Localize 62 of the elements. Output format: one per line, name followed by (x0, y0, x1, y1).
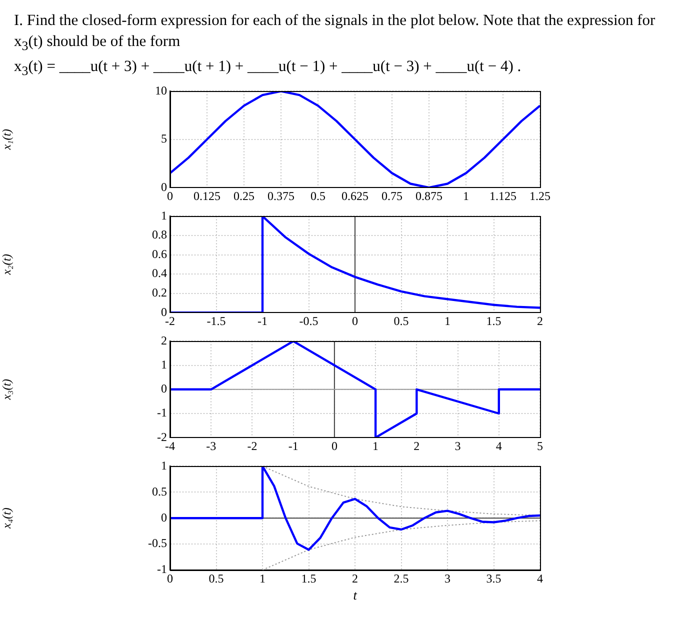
x-tick-label: 2.5 (394, 572, 409, 586)
x-tick-label: 0.125 (194, 189, 220, 204)
y-tick-label: 0 (161, 510, 167, 524)
x-tick-label: -4 (165, 439, 175, 454)
x-axis-title: t (353, 588, 358, 603)
y-tick-label: -0.5 (148, 536, 167, 550)
x-tick-label: 2 (537, 314, 543, 328)
x-tick-label: 1.25 (530, 189, 550, 204)
x-tick-label: -0.5 (299, 314, 318, 328)
x-tick-label: 3 (444, 572, 450, 586)
x-tick-label: 3 (454, 439, 461, 454)
x-tick-label: 0.875 (416, 189, 442, 204)
x-tick-label: 1 (463, 189, 469, 204)
y-axis-title: x₂(t) (0, 254, 14, 276)
y-tick-label: 10 (155, 84, 167, 98)
x-tick-label: -2 (247, 439, 258, 454)
y-tick-label: -1 (157, 562, 167, 576)
x-tick-label: 5 (537, 439, 543, 454)
x-tick-label: 1 (372, 439, 379, 454)
x-tick-label: 1 (444, 314, 450, 328)
x-tick-label: 0.5 (208, 572, 224, 586)
x-tick-label: 0.5 (310, 189, 326, 204)
x-tick-label: 1.5 (486, 314, 502, 328)
y-tick-label: 1 (161, 208, 167, 223)
x-tick-label: -3 (206, 439, 216, 454)
x-tick-label: 0.25 (234, 189, 254, 204)
x-tick-label: 0.75 (382, 189, 402, 204)
y-tick-label: 0.6 (152, 247, 167, 262)
y-tick-label: 0.5 (152, 484, 167, 498)
y-tick-label: 1 (161, 458, 167, 473)
y-tick-label: 2 (161, 334, 167, 348)
y-tick-label: -1 (157, 406, 167, 420)
y-tick-label: 0.2 (152, 286, 167, 300)
x-tick-label: 3.5 (486, 572, 502, 586)
y-axis-title: x₄(t) (0, 508, 14, 530)
y-tick-label: 0 (161, 180, 167, 194)
y-tick-label: 0 (161, 304, 167, 319)
x-tick-label: 4 (537, 572, 543, 586)
y-tick-label: 5 (161, 132, 167, 146)
x-tick-label: 1.125 (490, 189, 516, 204)
y-tick-label: 0 (161, 382, 167, 396)
line-series (262, 520, 540, 570)
y-axis-title: x₃(t) (0, 379, 14, 401)
y-tick-label: 0.4 (152, 266, 167, 280)
y-tick-label: 0.8 (152, 228, 167, 242)
x-tick-label: 1.5 (301, 572, 316, 586)
x-tick-label: -1.5 (206, 314, 226, 328)
x-tick-label: -1 (288, 439, 298, 454)
x-tick-label: 0 (352, 314, 358, 328)
x-tick-label: 0.625 (342, 189, 368, 204)
x-tick-label: -1 (258, 314, 268, 328)
x-tick-label: 0.5 (394, 314, 409, 328)
x-tick-label: 4 (496, 439, 502, 454)
y-tick-label: -2 (157, 430, 167, 444)
x-tick-label: 1 (260, 572, 266, 586)
y-axis-title: x₁(t) (0, 129, 14, 151)
text: x$_{3}$(t) = ____u(t + 3) + ____u(t + 1) + ____u(t − 1) + ____u(t − 3) + ____u(t − 4) . (14, 57, 522, 80)
x-tick-label: 0.375 (268, 189, 294, 204)
x-tick-label: 2 (352, 572, 358, 586)
x-tick-label: 2 (414, 439, 420, 454)
y-tick-label: 1 (161, 358, 167, 372)
x-tick-label: 0 (331, 439, 338, 454)
